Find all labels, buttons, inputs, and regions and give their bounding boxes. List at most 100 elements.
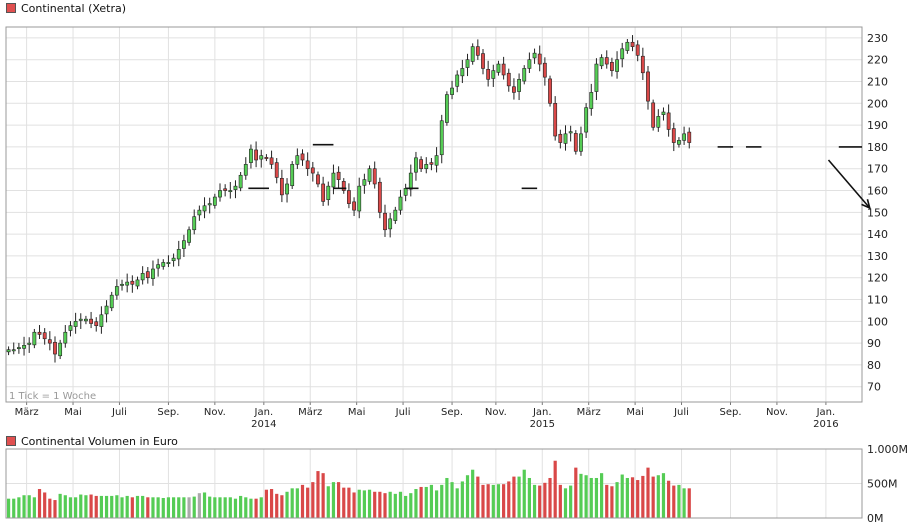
volume-bar (656, 475, 660, 518)
candle-up (166, 262, 171, 264)
volume-bar (166, 497, 171, 518)
volume-bar (646, 467, 650, 518)
volume-bar (58, 493, 62, 518)
candle-up (568, 131, 573, 134)
volume-bar (589, 477, 593, 518)
candle-up (517, 79, 521, 92)
volume-bar (171, 497, 176, 518)
volume-bar (94, 495, 98, 518)
volume-bar (362, 490, 366, 518)
volume-bar (434, 490, 439, 518)
volume-bar (326, 486, 330, 518)
candle-up (135, 279, 140, 287)
volume-bar (218, 497, 222, 518)
candle-down (635, 44, 640, 56)
candle-up (594, 63, 599, 92)
volume-bar (311, 482, 315, 518)
price-x-tick-label: Mai (64, 407, 82, 418)
volume-bar (429, 484, 434, 518)
candle-up (403, 188, 408, 196)
price-y-tick-label: 210 (867, 76, 888, 89)
volume-bar (208, 496, 212, 518)
volume-bar (300, 484, 305, 518)
candle-up (367, 168, 372, 182)
candle-down (223, 188, 228, 191)
candle-up (58, 342, 63, 357)
candle-up (615, 59, 619, 72)
price-x-tick-label: Sep. (441, 407, 463, 418)
volume-bar (682, 488, 686, 518)
volume-bar (151, 497, 155, 518)
volume-bar (496, 484, 501, 518)
candle-up (22, 345, 26, 349)
volume-y-tick-label: 1.000M (867, 443, 908, 456)
candle-down (604, 57, 609, 65)
candle-down (651, 102, 656, 128)
volume-panel: 1.000M 500M 0M (5, 443, 908, 525)
volume-bar (275, 493, 279, 518)
volume-bar (269, 489, 274, 518)
candle-up (151, 268, 155, 279)
volume-bar (22, 495, 26, 518)
volume-bar (569, 485, 573, 518)
price-y-tick-label: 90 (867, 337, 881, 350)
candle-up (99, 314, 104, 327)
volume-bar (135, 495, 140, 518)
volume-bar (32, 497, 36, 518)
volume-frame (5, 448, 863, 519)
volume-bar (63, 495, 67, 518)
price-year-label: 2015 (530, 419, 555, 430)
candle-up (176, 249, 181, 260)
volume-bar (460, 481, 464, 518)
candle-up (78, 318, 83, 321)
volume-bar (223, 497, 227, 518)
candle-down (573, 133, 578, 152)
volume-bar (68, 497, 73, 518)
price-x-tick-label: März (298, 407, 322, 418)
trend-arrow-head (861, 199, 871, 210)
candle-up (259, 155, 264, 160)
candle-down (274, 162, 279, 178)
candle-up (434, 155, 439, 166)
volume-bar (239, 495, 243, 518)
candle-up (285, 183, 289, 195)
volume-bar (641, 475, 645, 518)
volume-bar (579, 473, 583, 518)
volume-bar (228, 497, 232, 518)
volume-bar (337, 482, 341, 518)
candle-up (156, 264, 161, 269)
price-y-tick-label: 160 (867, 185, 888, 198)
volume-bar (125, 495, 129, 518)
price-y-tick-label: 190 (867, 119, 888, 132)
price-x-tick-label: Mai (626, 407, 644, 418)
candle-up (579, 133, 583, 152)
volume-bar (115, 495, 119, 518)
candle-down (671, 128, 676, 143)
candle-down (300, 153, 305, 161)
price-y-tick-label: 200 (867, 97, 888, 110)
volume-bar (156, 497, 160, 518)
candle-down (377, 181, 382, 213)
volume-bar (548, 477, 552, 518)
candle-up (424, 164, 429, 170)
candle-up (682, 133, 686, 141)
candle-up (563, 133, 568, 144)
candle-down (486, 68, 491, 80)
candle-up (125, 281, 130, 286)
volume-bar (532, 484, 537, 518)
volume-bar (486, 484, 490, 518)
price-legend-swatch (6, 3, 16, 13)
candle-down (53, 341, 57, 355)
volume-bar (264, 489, 269, 518)
volume-bar (574, 467, 578, 518)
price-y-tick-label: 140 (867, 228, 888, 241)
volume-bar (74, 497, 78, 518)
candle-up (331, 172, 336, 188)
volume-bar (605, 484, 609, 518)
volume-bar (43, 492, 47, 518)
volume-bar (244, 497, 248, 518)
volume-bar (620, 474, 624, 518)
candle-down (501, 63, 506, 76)
volume-bar (27, 495, 31, 518)
price-legend-label: Continental (Xetra) (21, 1, 127, 15)
